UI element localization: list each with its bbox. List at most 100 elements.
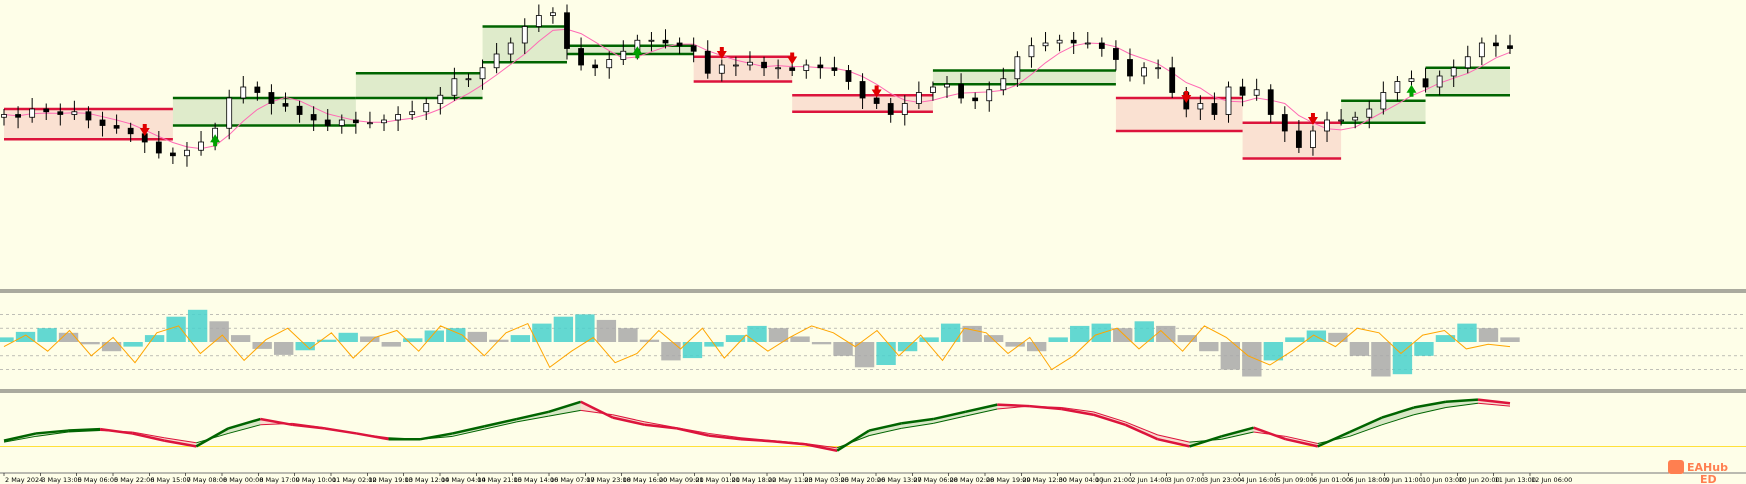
histogram-bar — [1500, 337, 1520, 342]
candle-body — [1169, 67, 1176, 93]
time-tick-label: 6 Jun 01:00 — [1313, 476, 1350, 484]
time-tick-label: 28 May 19:00 — [986, 476, 1031, 484]
trend-fast-line — [804, 443, 838, 452]
trend-fast-line — [1317, 430, 1351, 448]
candle-body — [85, 111, 92, 121]
time-tick-label: 9 May 10:00 — [296, 476, 336, 484]
histogram-bar — [1285, 337, 1305, 342]
oscillator-panel[interactable] — [0, 309, 1746, 377]
time-tick-label: 4 Jun 16:00 — [1240, 476, 1277, 484]
candle-body — [1113, 48, 1119, 60]
histogram-bar — [15, 331, 36, 342]
candle-body — [803, 64, 810, 71]
candle-body — [1197, 103, 1204, 110]
sell-arrow-icon — [787, 52, 798, 65]
trend-band-panel[interactable] — [0, 398, 1746, 452]
candle-body — [127, 127, 134, 135]
trend-fast-line — [901, 417, 934, 425]
trend-fast-line — [1445, 398, 1479, 404]
trend-fast-line — [932, 410, 966, 421]
time-tick-label: 5 May 06:00 — [78, 476, 118, 484]
time-tick-label: 6 Jun 18:00 — [1349, 476, 1386, 484]
candle-body — [1267, 89, 1274, 115]
histogram-bar — [725, 335, 746, 342]
trend-fast-line — [836, 429, 870, 452]
trend-slow-line — [1061, 407, 1094, 413]
trend-slow-line — [356, 432, 389, 439]
time-tick-label: 2 Jun 14:00 — [1131, 476, 1168, 484]
trend-slow-line — [1253, 431, 1286, 437]
trend-fast-line — [68, 427, 101, 432]
candle-body — [1070, 39, 1077, 44]
trend-slow-line — [1189, 438, 1222, 443]
candle-body — [268, 92, 275, 104]
trend-slow-line — [1125, 421, 1158, 436]
candle-body — [1295, 130, 1302, 148]
candle-body — [310, 114, 317, 121]
trend-band-segment — [1413, 401, 1446, 415]
time-tick-label: 16 May 07:00 — [550, 476, 595, 484]
trend-slow-line — [965, 408, 998, 417]
trend-fast-line — [1061, 407, 1094, 416]
trend-slow-line — [772, 440, 806, 445]
candle-body — [1507, 45, 1513, 49]
trend-fast-line — [612, 416, 646, 427]
histogram-bar — [1199, 342, 1219, 352]
candle-body — [1380, 92, 1387, 110]
price-panel[interactable] — [1, 4, 1513, 167]
trend-slow-line — [1381, 414, 1415, 426]
trend-slow-line — [1285, 435, 1318, 445]
candle-body — [958, 83, 964, 99]
candle-body — [240, 86, 247, 99]
trend-band-fill — [355, 73, 483, 98]
sell-arrow-icon — [1181, 91, 1192, 103]
histogram-bar — [747, 325, 767, 342]
trend-slow-line — [164, 437, 197, 444]
candle-body — [662, 39, 669, 44]
time-tick-label: 21 May 01:00 — [695, 476, 740, 484]
time-tick-label: 8 May 17:00 — [259, 476, 299, 484]
histogram-bar — [661, 342, 681, 361]
moving-average-line — [3, 28, 1511, 150]
time-tick-label: 18 May 16:00 — [623, 476, 668, 484]
histogram-bar — [101, 342, 122, 352]
trend-slow-line — [1477, 402, 1511, 407]
histogram-bar — [1005, 342, 1025, 347]
histogram-bar — [187, 309, 208, 342]
trend-fast-line — [1221, 426, 1254, 438]
candle-body — [592, 64, 599, 69]
candle-body — [338, 119, 345, 126]
candle-body — [1155, 67, 1162, 70]
trend-slow-line — [836, 435, 870, 449]
trend-fast-line — [1413, 400, 1447, 409]
time-tick-label: 27 May 06:00 — [913, 476, 958, 484]
time-tick-label: 21 May 18:00 — [732, 476, 777, 484]
histogram-bar — [230, 335, 251, 342]
candle-body — [99, 119, 106, 126]
candle-body — [761, 61, 767, 69]
time-tick-label: 20 May 09:00 — [659, 476, 704, 484]
candle-body — [324, 119, 331, 126]
candle-body — [1028, 45, 1035, 58]
histogram-bar — [338, 332, 358, 342]
trend-slow-line — [516, 415, 549, 423]
candle-body — [648, 39, 655, 42]
candle-body — [676, 42, 683, 47]
trend-fast-line — [676, 427, 710, 437]
candle-body — [873, 97, 880, 104]
trend-slow-line — [260, 422, 293, 426]
candle-body — [479, 67, 486, 80]
candle-body — [1084, 42, 1091, 45]
candle-body — [550, 12, 556, 16]
candle-body — [845, 70, 852, 82]
trend-fast-line — [868, 422, 902, 432]
trend-fast-line — [997, 403, 1030, 408]
histogram-bar — [1371, 342, 1391, 377]
time-tick-label: 25 May 20:00 — [841, 476, 886, 484]
candle-body — [930, 86, 936, 93]
histogram-bar — [510, 335, 531, 342]
trend-slow-line — [740, 437, 774, 442]
histogram-bar — [295, 342, 315, 351]
candle-body — [986, 89, 993, 102]
